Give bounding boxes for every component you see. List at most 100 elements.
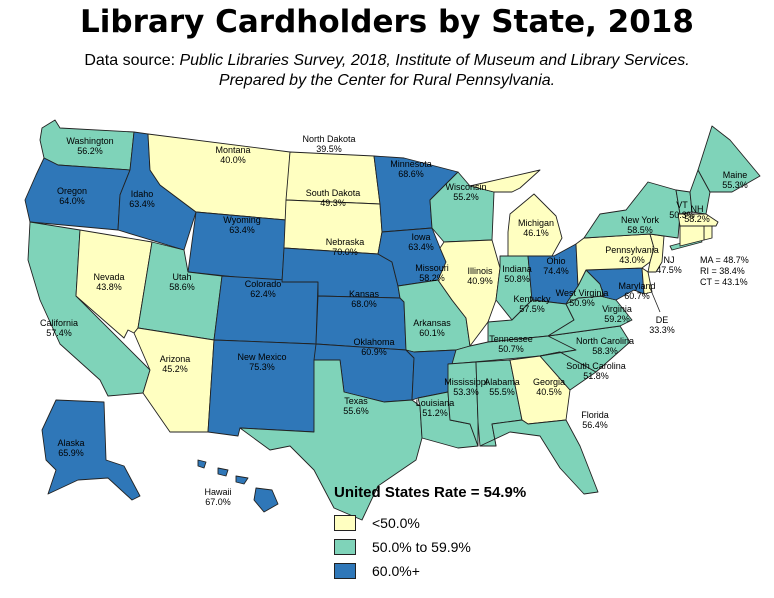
state-value-il: 40.9% [467,276,493,286]
state-value-ok: 60.9% [361,347,387,357]
state-value-ms: 53.3% [453,387,479,397]
state-ri [703,225,713,241]
state-value-mo: 58.2% [419,273,445,283]
state-value-mi: 46.1% [523,228,549,238]
state-name-wy: Wyoming [223,215,260,225]
state-value-or: 64.0% [59,196,85,206]
state-name-id: Idaho [131,189,154,199]
legend-label-low: <50.0% [372,515,420,531]
state-name-hi: Hawaii [204,487,231,497]
state-value-az: 45.2% [162,364,188,374]
state-name-me: Maine [723,170,748,180]
state-name-mo: Missouri [415,263,449,273]
state-name-nj: NJ [664,255,675,265]
state-value-co: 62.4% [250,289,276,299]
legend-title: United States Rate = 54.9% [334,484,527,501]
map-title: Library Cardholders by State, 2018 [80,4,694,40]
state-value-oh: 74.4% [543,266,569,276]
state-name-tn: Tennessee [489,334,533,344]
state-value-ky: 57.5% [519,304,545,314]
state-name-oh: Ohio [546,256,565,266]
state-name-sc: South Carolina [566,361,626,371]
state-shape-ri [703,225,713,241]
legend-label-mid: 50.0% to 59.9% [372,539,471,555]
state-nh [689,169,711,215]
state-tx [239,359,423,521]
state-name-la: Louisiana [416,398,455,408]
state-shape-mi [507,193,563,257]
state-name-ny: New York [621,215,660,225]
state-name-or: Oregon [57,186,87,196]
state-name-wv: West Virginia [556,288,609,298]
state-value-nv: 43.8% [96,282,122,292]
state-value-mn: 68.6% [398,169,424,179]
state-value-hi: 67.0% [205,497,231,507]
state-name-wa: Washington [66,136,113,146]
state-name-md: Maryland [618,281,655,291]
state-name-nv: Nevada [93,272,124,282]
state-value-fl: 56.4% [582,420,608,430]
state-value-nm: 75.3% [249,362,275,372]
state-value-ak: 65.9% [58,448,84,458]
state-name-nc: North Carolina [576,336,634,346]
state-name-ks: Kansas [349,289,380,299]
state-value-ut: 58.6% [169,282,195,292]
legend-item-low: <50.0% [334,513,420,533]
ne-callout-2: CT = 43.1% [700,277,748,287]
state-ak [41,399,141,501]
state-name-az: Arizona [160,354,191,364]
state-name-ar: Arkansas [413,318,451,328]
legend-swatch-mid [334,539,356,555]
state-name-sd: South Dakota [306,188,361,198]
state-value-ar: 60.1% [419,328,445,338]
state-nj [647,233,665,273]
state-name-il: Illinois [467,266,493,276]
state-shape-il [437,239,501,347]
state-name-pa: Pennsylvania [605,245,659,255]
state-shape-ak [41,399,141,501]
state-name-in: Indiana [502,264,532,274]
state-hi [197,459,279,513]
state-wi [429,171,495,243]
state-shape-nh [689,169,711,215]
state-value-wy: 63.4% [229,225,255,235]
state-value-va: 59.2% [604,314,630,324]
state-value-nj: 47.5% [656,265,682,275]
state-name-ia: Iowa [411,232,430,242]
state-shape-fl [479,419,599,495]
state-value-wi: 55.2% [453,192,479,202]
state-value-wa: 56.2% [77,146,103,156]
state-name-ak: Alaska [57,438,84,448]
state-name-ne: Nebraska [326,237,365,247]
state-shape-hi [253,487,279,513]
state-value-wv: 50.9% [569,298,595,308]
state-value-nd: 39.5% [316,144,342,154]
state-value-me: 55.3% [722,180,748,190]
state-value-nc: 58.3% [592,346,618,356]
state-shape-ct [679,225,705,247]
state-ct [679,225,705,247]
state-value-in: 50.8% [504,274,530,284]
state-shape-mi [469,169,541,193]
ne-callout-0: MA = 48.7% [700,255,749,265]
state-value-mt: 40.0% [220,155,246,165]
state-il [437,239,501,347]
state-shape-hi [217,467,229,477]
state-value-al: 55.5% [489,387,515,397]
state-value-vt: 50.3% [669,210,695,220]
legend-label-high: 60.0%+ [372,563,420,579]
state-value-sd: 49.3% [320,198,346,208]
state-shape-nj [647,233,665,273]
state-value-sc: 51.8% [583,371,609,381]
state-name-ga: Georgia [533,377,565,387]
state-name-al: Alabama [484,377,520,387]
state-nc [539,325,631,373]
state-name-co: Colorado [245,279,282,289]
state-name-fl: Florida [581,410,609,420]
legend-item-high: 60.0%+ [334,561,420,581]
state-value-de: 33.3% [649,325,675,335]
state-value-ga: 40.5% [536,387,562,397]
state-shape-hi [197,459,207,469]
state-value-tx: 55.6% [343,406,369,416]
